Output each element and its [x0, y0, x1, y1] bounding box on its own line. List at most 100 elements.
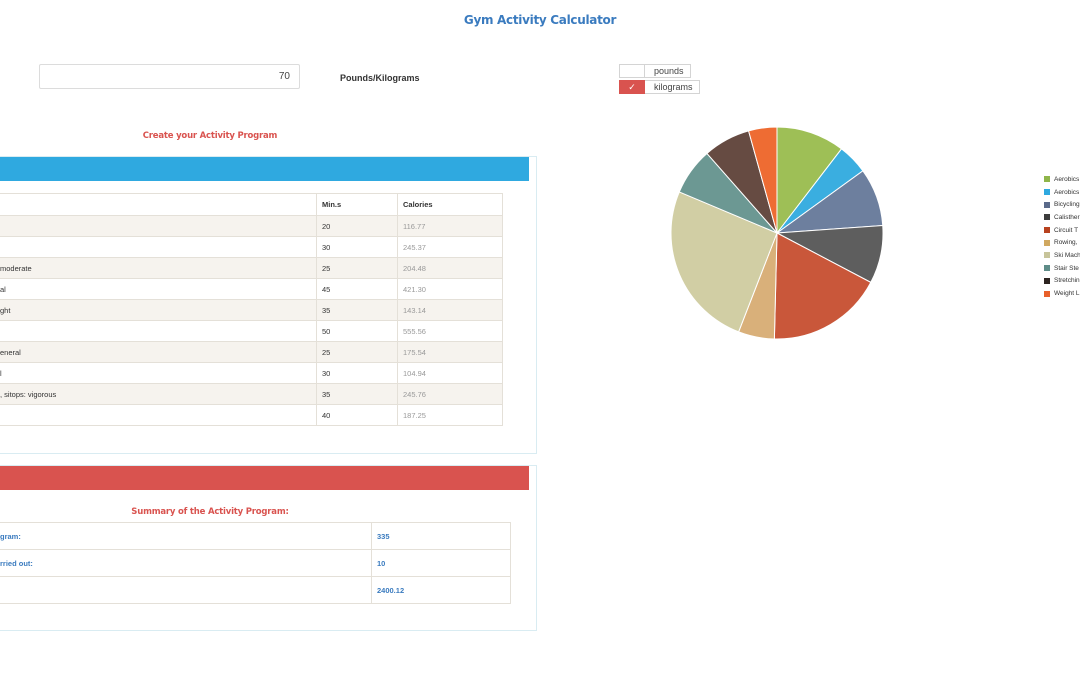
column-header-mins: Min.s	[316, 193, 398, 216]
legend-item: Stair Ste	[1044, 262, 1080, 275]
program-panel-header	[0, 157, 529, 181]
pounds-label: pounds	[645, 64, 691, 78]
legend-swatch	[1044, 239, 1050, 246]
table-header-row: Min.s Calories	[0, 193, 503, 216]
legend-item: Ski Mach	[1044, 249, 1080, 262]
activity-name: l	[0, 362, 317, 384]
legend-swatch	[1044, 201, 1050, 208]
summary-label	[0, 576, 372, 604]
legend-label: Stair Ste	[1054, 264, 1079, 272]
summary-row: gram: 335	[0, 522, 511, 550]
legend-label: Aerobics	[1054, 188, 1080, 196]
activity-name	[0, 320, 317, 342]
activity-name	[0, 215, 317, 237]
activity-calories: 421.30	[397, 278, 503, 300]
table-row[interactable]: 30 245.37	[0, 236, 503, 258]
activity-mins[interactable]: 45	[316, 278, 398, 300]
activity-mins[interactable]: 50	[316, 320, 398, 342]
pie-slice	[670, 191, 778, 333]
table-row[interactable]: al 45 421.30	[0, 278, 503, 300]
table-row[interactable]: 50 555.56	[0, 320, 503, 342]
legend-swatch	[1044, 277, 1050, 284]
table-row[interactable]: eneral 25 175.54	[0, 341, 503, 363]
summary-label: rried out:	[0, 549, 372, 577]
legend-label: Bicycling	[1054, 201, 1080, 209]
legend-label: Ski Mach	[1054, 251, 1080, 259]
pie-slice	[773, 232, 872, 340]
units-label: Pounds/Kilograms	[340, 73, 420, 83]
column-header-calories: Calories	[397, 193, 503, 216]
activity-name: moderate	[0, 257, 317, 279]
activity-mins[interactable]: 20	[316, 215, 398, 237]
pie-slice	[747, 126, 778, 234]
legend-swatch	[1044, 227, 1050, 234]
legend-item: Calisther	[1044, 211, 1080, 224]
activity-name	[0, 404, 317, 426]
legend-item: Circuit T	[1044, 224, 1080, 237]
weight-input[interactable]	[39, 64, 300, 89]
summary-row: rried out: 10	[0, 549, 511, 577]
legend-label: Aerobics	[1054, 175, 1080, 183]
table-row[interactable]: 20 116.77	[0, 215, 503, 237]
activity-mins[interactable]: 35	[316, 383, 398, 405]
pie-slice	[776, 126, 843, 235]
summary-table: gram: 335 rried out: 10 2400.12	[0, 522, 511, 604]
legend-label: Circuit T	[1054, 226, 1079, 234]
pounds-option[interactable]: pounds	[619, 64, 691, 78]
kilograms-checkbox[interactable]: ✓	[619, 80, 645, 94]
activity-name: ght	[0, 299, 317, 321]
legend-item: Stretchin	[1044, 275, 1080, 288]
column-header-activity	[0, 193, 317, 216]
legend-swatch	[1044, 265, 1050, 272]
legend-label: Stretchin	[1054, 277, 1080, 285]
activity-mins[interactable]: 35	[316, 299, 398, 321]
page-title: Gym Activity Calculator	[463, 13, 617, 27]
summary-row: 2400.12	[0, 576, 511, 604]
kilograms-option[interactable]: ✓ kilograms	[619, 80, 700, 94]
legend-label: Weight L	[1054, 290, 1080, 298]
pie-svg	[670, 126, 884, 340]
pounds-checkbox[interactable]	[619, 64, 645, 78]
summary-value: 10	[371, 549, 511, 577]
summary-panel-header	[0, 466, 529, 490]
table-row[interactable]: 40 187.25	[0, 404, 503, 426]
activity-calories: 116.77	[397, 215, 503, 237]
legend-swatch	[1044, 189, 1050, 196]
activity-calories: 245.37	[397, 236, 503, 258]
table-row[interactable]: l 30 104.94	[0, 362, 503, 384]
program-heading: Create your Activity Program	[142, 131, 278, 141]
activity-calories: 143.14	[397, 299, 503, 321]
activity-name: eneral	[0, 341, 317, 363]
legend-swatch	[1044, 290, 1050, 297]
legend-item: Rowing,	[1044, 236, 1080, 249]
legend-label: Calisther	[1054, 213, 1080, 221]
activity-mins[interactable]: 30	[316, 236, 398, 258]
legend-swatch	[1044, 214, 1050, 221]
legend-label: Rowing,	[1054, 239, 1078, 247]
summary-heading: Summary of the Activity Program:	[131, 507, 289, 517]
summary-label: gram:	[0, 522, 372, 550]
legend-item: Aerobics	[1044, 186, 1080, 199]
legend-swatch	[1044, 252, 1050, 259]
table-row[interactable]: moderate 25 204.48	[0, 257, 503, 279]
kilograms-label: kilograms	[645, 80, 700, 94]
activity-name	[0, 236, 317, 258]
activity-calories: 245.76	[397, 383, 503, 405]
legend-swatch	[1044, 176, 1050, 183]
table-row[interactable]: , sitops: vigorous 35 245.76	[0, 383, 503, 405]
activity-calories: 204.48	[397, 257, 503, 279]
calories-pie-chart	[670, 126, 886, 347]
activity-table: Min.s Calories 20 116.77 30 245.37 moderat…	[0, 193, 503, 426]
summary-value: 2400.12	[371, 576, 511, 604]
activity-mins[interactable]: 40	[316, 404, 398, 426]
activity-calories: 555.56	[397, 320, 503, 342]
activity-mins[interactable]: 25	[316, 341, 398, 363]
activity-name: , sitops: vigorous	[0, 383, 317, 405]
activity-calories: 187.25	[397, 404, 503, 426]
summary-value: 335	[371, 522, 511, 550]
activity-mins[interactable]: 30	[316, 362, 398, 384]
legend-item: Aerobics	[1044, 173, 1080, 186]
activity-mins[interactable]: 25	[316, 257, 398, 279]
legend-item: Weight L	[1044, 287, 1080, 300]
table-row[interactable]: ght 35 143.14	[0, 299, 503, 321]
